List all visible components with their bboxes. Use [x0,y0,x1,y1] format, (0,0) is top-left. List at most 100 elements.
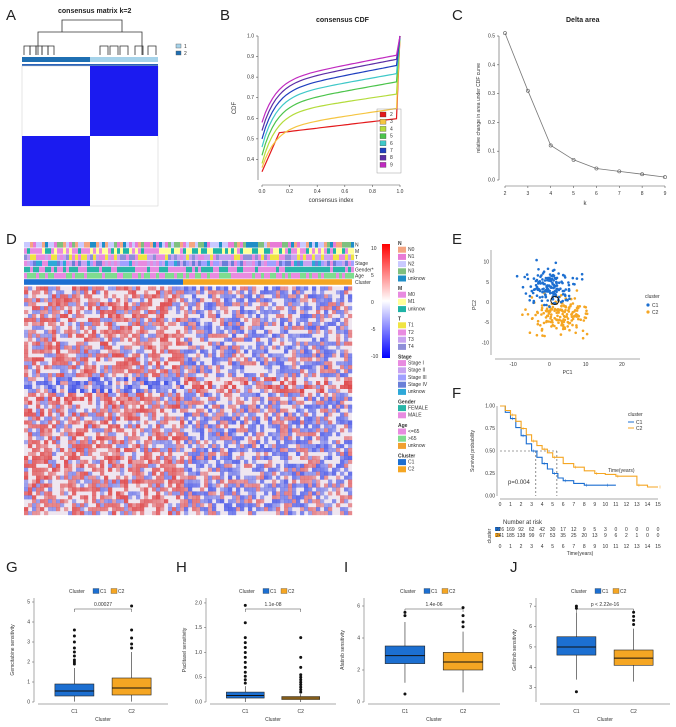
heatmap-cell [208,479,213,484]
heatmap-cell [332,483,337,488]
heatmap-cell [316,495,321,500]
pca-point-c2 [575,324,578,327]
heatmap-cell [188,369,193,374]
heatmap-cell [344,424,349,429]
heatmap-cell [152,428,157,433]
heatmap-cell [68,325,73,330]
heatmap-cell [92,491,97,496]
heatmap-cell [232,467,237,472]
heatmap-cell [28,302,33,307]
heatmap-cell [336,306,341,311]
heatmap-cell [316,511,321,516]
heatmap-cell [324,503,329,508]
heatmap-cell [84,357,89,362]
heatmap-cell [304,412,309,417]
heatmap-cell [124,377,129,382]
heatmap-cell [216,448,221,453]
heatmap-cell [244,404,249,409]
heatmap-cell [220,416,225,421]
heatmap-cell [84,302,89,307]
heatmap-cell [272,333,277,338]
heatmap-cell [44,361,49,366]
heatmap-cell [24,408,29,413]
heatmap-cell [208,467,213,472]
annotation-cell [135,254,139,260]
heatmap-cell [152,463,157,468]
heatmap-cell [228,349,233,354]
legend-label-k9: 9 [390,162,393,168]
pca-point-c2 [570,315,574,319]
heatmap-cell [280,384,285,389]
heatmap-cell [300,314,305,319]
heatmap-cell [256,487,261,492]
heatmap-cell [88,302,93,307]
heatmap-cell [284,345,289,350]
outlier-point [632,623,636,627]
legend-label-k3: 3 [390,119,393,125]
annotation-cell [111,266,115,273]
annotation-cell [276,248,280,254]
heatmap-cell [296,341,301,346]
heatmap-cell [296,349,301,354]
risk-x-axis-label: Time(years) [567,551,594,557]
heatmap-cell [44,404,49,409]
annotation-cell [297,266,301,273]
heatmap-cell [168,463,173,468]
heatmap-cell [292,290,297,295]
y-tick-label: 0.3 [488,91,495,97]
heatmap-cell [340,495,345,500]
heatmap-cell [60,408,65,413]
heatmap-cell [168,479,173,484]
heatmap-cell [320,436,325,441]
x-tick-label: 1.0 [397,189,404,195]
annotation-cell [189,242,193,248]
heatmap-cell [140,341,145,346]
annotation-cell [273,266,277,273]
heatmap-cell [180,408,185,413]
heatmap-cell [112,404,117,409]
heatmap-cell [128,329,133,334]
heatmap-cell [348,448,353,453]
heatmap-cell [344,317,349,322]
heatmap-cell [84,392,89,397]
heatmap-cell [96,381,101,386]
heatmap-cell [88,444,93,449]
heatmap-cell [56,392,61,397]
heatmap-cell [72,286,77,291]
risk-row-swatch-c2 [495,533,500,537]
outlier-point [72,650,76,654]
heatmap-cell [128,495,133,500]
heatmap-cell [92,384,97,389]
heatmap-cell [196,384,201,389]
heatmap-cell [36,487,41,492]
heatmap-cell [276,420,281,425]
legend-item-label: N1 [408,254,415,260]
x-axis-label: consensus index [309,198,354,204]
pca-point-c2 [567,322,571,325]
heatmap-cell [144,302,149,307]
heatmap-cell [172,475,177,480]
heatmap-cell [336,337,341,342]
annotation-cell [306,254,310,260]
heatmap-cell [236,325,241,330]
heatmap-cell [116,408,121,413]
heatmap-cell [220,290,225,295]
heatmap-cell [124,329,129,334]
heatmap-cell [284,448,289,453]
heatmap-cell [132,432,137,437]
heatmap-cell [216,290,221,295]
heatmap-cell [28,451,33,456]
heatmap-cell [36,325,41,330]
heatmap-cell [200,499,205,504]
heatmap-cell [248,503,253,508]
heatmap-cell [116,424,121,429]
heatmap-cell [32,306,37,311]
heatmap-cell [324,511,329,516]
heatmap-cell [240,495,245,500]
annotation-cell [252,273,256,279]
y-axis-label: relative change in area under CDF curve [476,63,482,153]
risk-cell: 20 [581,533,587,539]
heatmap-cell [324,408,329,413]
annotation-cell [300,273,304,279]
